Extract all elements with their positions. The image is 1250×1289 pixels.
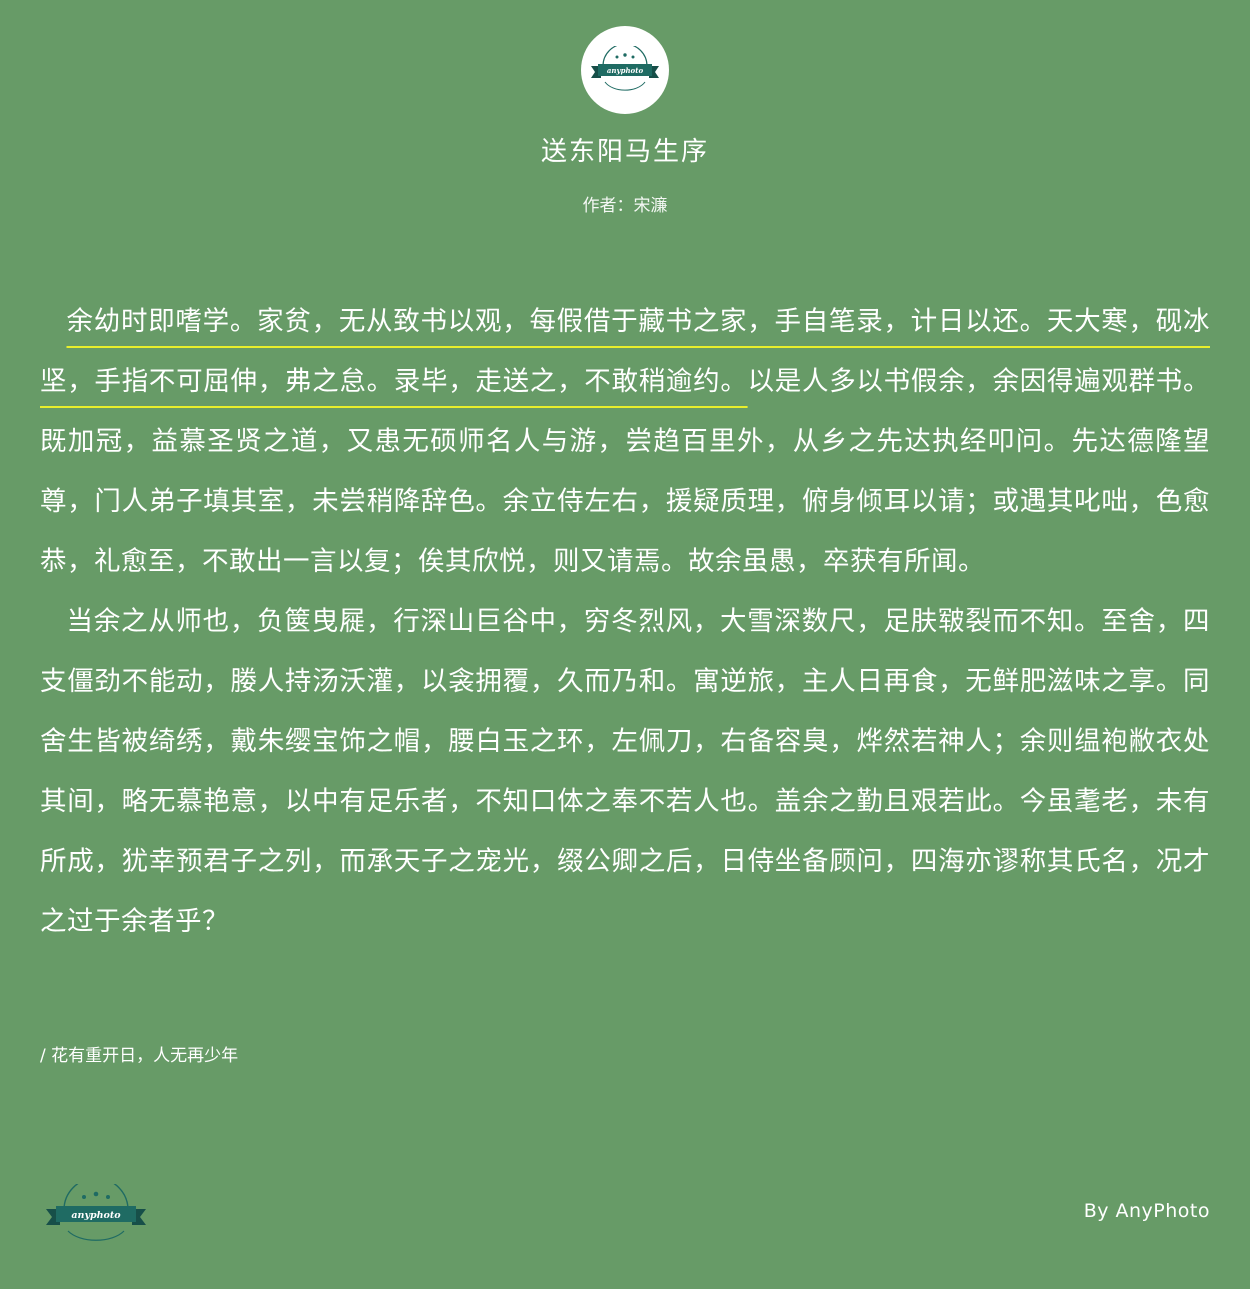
paragraph-1-rest: 以是人多以书假余，余因得遍观群书。既加冠，益慕圣贤之道，又患无硕师名人与游，尝趋… (40, 366, 1211, 577)
anyphoto-logo-icon: anyphoto (46, 1177, 146, 1241)
article-body: 余幼时即嗜学。家贫，无从致书以观，每假借于藏书之家，手自笔录，计日以还。天大寒，… (40, 292, 1210, 952)
author-line: 作者：宋濂 (0, 194, 1250, 218)
header-logo: anyphoto (581, 26, 669, 114)
paragraph-2: 当余之从师也，负箧曳屣，行深山巨谷中，穷冬烈风，大雪深数尺，足肤皲裂而不知。至舍… (40, 606, 1210, 937)
paragraph-1: 余幼时即嗜学。家贫，无从致书以观，每假借于藏书之家，手自笔录，计日以还。天大寒，… (40, 292, 1210, 592)
highlighted-passage: 余幼时即嗜学。家贫，无从致书以观，每假借于藏书之家，手自笔录，计日以还。天大寒，… (40, 306, 1210, 397)
author-label: 作者： (582, 196, 634, 216)
byline: By AnyPhoto (1083, 1200, 1210, 1222)
author-name: 宋濂 (633, 196, 668, 216)
footer-logo-text: anyphoto (71, 1210, 121, 1221)
anyphoto-logo-icon: anyphoto (591, 46, 659, 91)
page-title: 送东阳马生序 (540, 137, 709, 167)
footer-logo: anyphoto (44, 1177, 148, 1248)
footer-quote: / 花有重开日，人无再少年 (40, 1046, 239, 1066)
logo-text: anyphoto (607, 66, 644, 75)
